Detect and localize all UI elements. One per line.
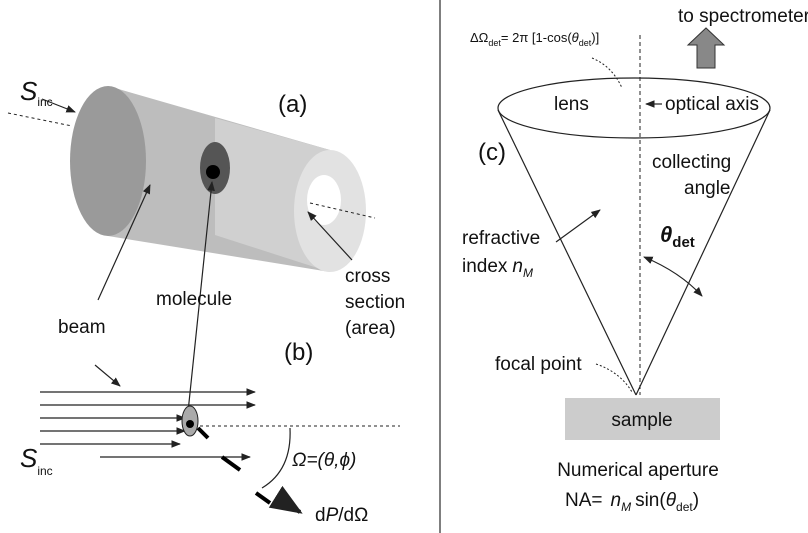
formula: ΔΩdet= 2π [1-cos(θdet)] — [470, 30, 599, 48]
label: molecule — [156, 289, 232, 310]
angle-arc — [262, 428, 290, 488]
label: angle — [684, 178, 731, 199]
part: d — [315, 505, 326, 526]
panel-label: (b) — [284, 339, 313, 366]
label: sample — [611, 410, 672, 431]
pointer — [596, 364, 632, 392]
scatter-dash — [222, 457, 240, 470]
figure: Sinc (a) beam molecule cross section (ar… — [0, 0, 808, 533]
part: = 2π [1-cos( — [501, 30, 572, 45]
molecule — [186, 420, 194, 428]
label: Numerical aperture — [557, 460, 719, 481]
part: index — [462, 256, 508, 277]
cross-section — [307, 175, 341, 225]
axis-dash — [8, 113, 72, 126]
angle-arc — [644, 257, 702, 296]
output-arrow — [688, 28, 724, 68]
panel-a: Sinc (a) beam molecule cross section (ar… — [8, 76, 405, 412]
label: section — [345, 292, 405, 313]
label: θdet — [660, 222, 695, 251]
incident-label: Sinc — [20, 76, 53, 109]
incident-label: Sinc — [20, 443, 53, 478]
subscript: inc — [37, 464, 52, 478]
scattered-arrow — [284, 502, 300, 512]
part: det — [579, 38, 592, 48]
panel-b: (b) Sinc Ω=(θ,ϕ) dP/dΩ — [20, 339, 400, 526]
arrow — [95, 365, 120, 386]
symbol: θ — [660, 222, 672, 247]
scatter-dash — [256, 493, 270, 503]
pointer — [592, 58, 622, 88]
panel-label: (c) — [478, 139, 506, 166]
symbol: S — [20, 443, 38, 473]
arrow — [556, 210, 600, 242]
part: sin( — [635, 490, 666, 511]
part: ) — [693, 490, 699, 511]
part: n — [512, 256, 523, 277]
part: M — [621, 500, 631, 514]
label: dP/dΩ — [315, 505, 368, 526]
part: )] — [591, 30, 599, 45]
label: to spectrometer — [678, 6, 808, 27]
symbol: S — [20, 76, 38, 106]
part: n — [611, 490, 622, 511]
part: P — [326, 505, 339, 526]
label: collecting — [652, 152, 731, 173]
part: M — [523, 266, 533, 280]
label: focal point — [495, 354, 582, 375]
part: NA= — [565, 490, 603, 511]
cone-edge — [498, 110, 636, 395]
molecule — [206, 165, 220, 179]
part: /dΩ — [338, 505, 368, 526]
part: ΔΩ — [470, 30, 489, 45]
panel-label: (a) — [278, 91, 307, 118]
label: (area) — [345, 318, 396, 339]
part: det — [488, 38, 501, 48]
part: θ — [572, 30, 579, 45]
label: cross — [345, 266, 390, 287]
part: det — [676, 500, 693, 514]
scatter-dash — [198, 428, 208, 438]
label: beam — [58, 317, 106, 338]
label: Ω=(θ,ϕ) — [292, 450, 356, 471]
cylinder-end — [70, 86, 146, 236]
subscript: inc — [37, 95, 52, 109]
subscript: det — [672, 234, 695, 251]
label: lens — [554, 94, 589, 115]
label: optical axis — [665, 94, 759, 115]
label: refractive — [462, 228, 540, 249]
panel-c: ΔΩdet= 2π [1-cos(θdet)] to spectrometer … — [462, 6, 808, 514]
